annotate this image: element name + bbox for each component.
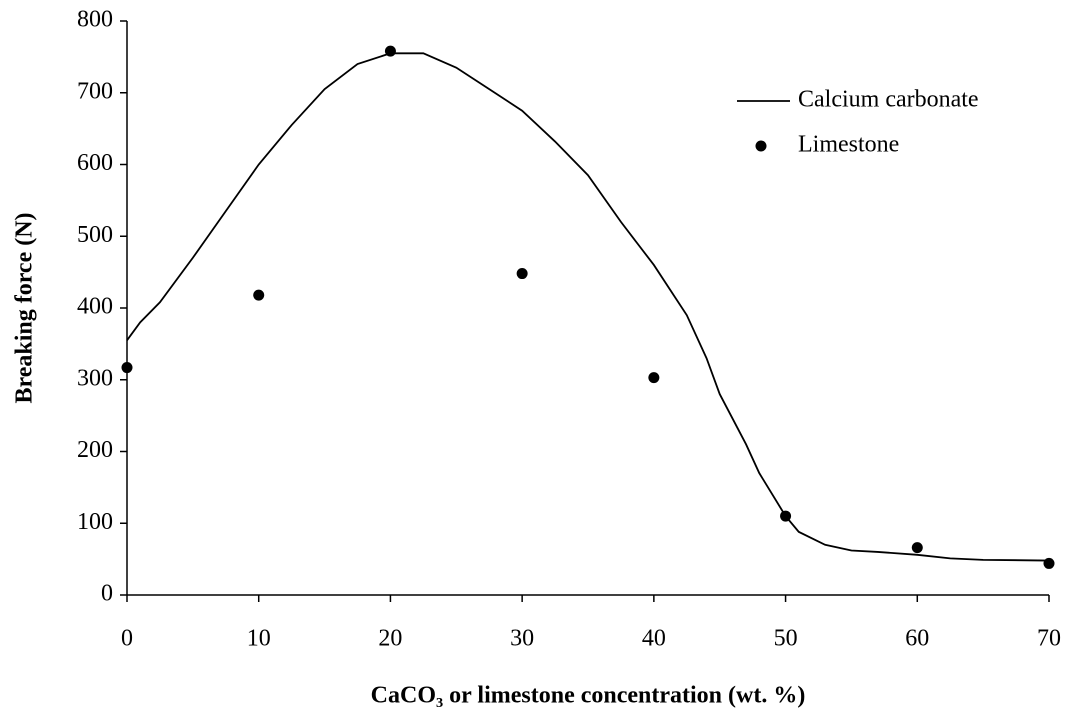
x-axis-title: CaCO₃ or limestone concentration (wt. %): [371, 683, 806, 709]
y-tick-label: 400: [77, 294, 113, 320]
y-tick-label: 700: [77, 78, 113, 104]
x-tick-label: 70: [1037, 626, 1061, 652]
point: [911, 542, 923, 554]
point: [1043, 557, 1055, 569]
y-tick-label: 100: [77, 509, 113, 535]
y-tick-label: 200: [77, 437, 113, 463]
y-tick-label: 500: [77, 222, 113, 248]
point: [780, 510, 792, 522]
y-tick-label: 800: [77, 7, 113, 33]
point: [253, 289, 265, 301]
y-tick-label: 300: [77, 365, 113, 391]
y-tick-label: 600: [77, 150, 113, 176]
point: [384, 45, 396, 57]
x-tick-label: 0: [121, 626, 133, 652]
legend-label: Limestone: [798, 132, 899, 158]
point: [648, 372, 660, 384]
x-tick-label: 10: [247, 626, 271, 652]
line: [126, 52, 1050, 562]
point: [121, 362, 133, 374]
x-tick-label: 50: [774, 626, 798, 652]
x-tick-label: 40: [642, 626, 666, 652]
point: [516, 268, 528, 280]
legend-marker: [755, 140, 767, 152]
y-tick-label: 0: [101, 581, 113, 607]
y-axis-title: Breaking force (N): [12, 212, 38, 403]
legend-label: Calcium carbonate: [798, 87, 979, 113]
x-tick-label: 20: [378, 626, 402, 652]
x-tick-label: 30: [510, 626, 534, 652]
x-tick-label: 60: [905, 626, 929, 652]
